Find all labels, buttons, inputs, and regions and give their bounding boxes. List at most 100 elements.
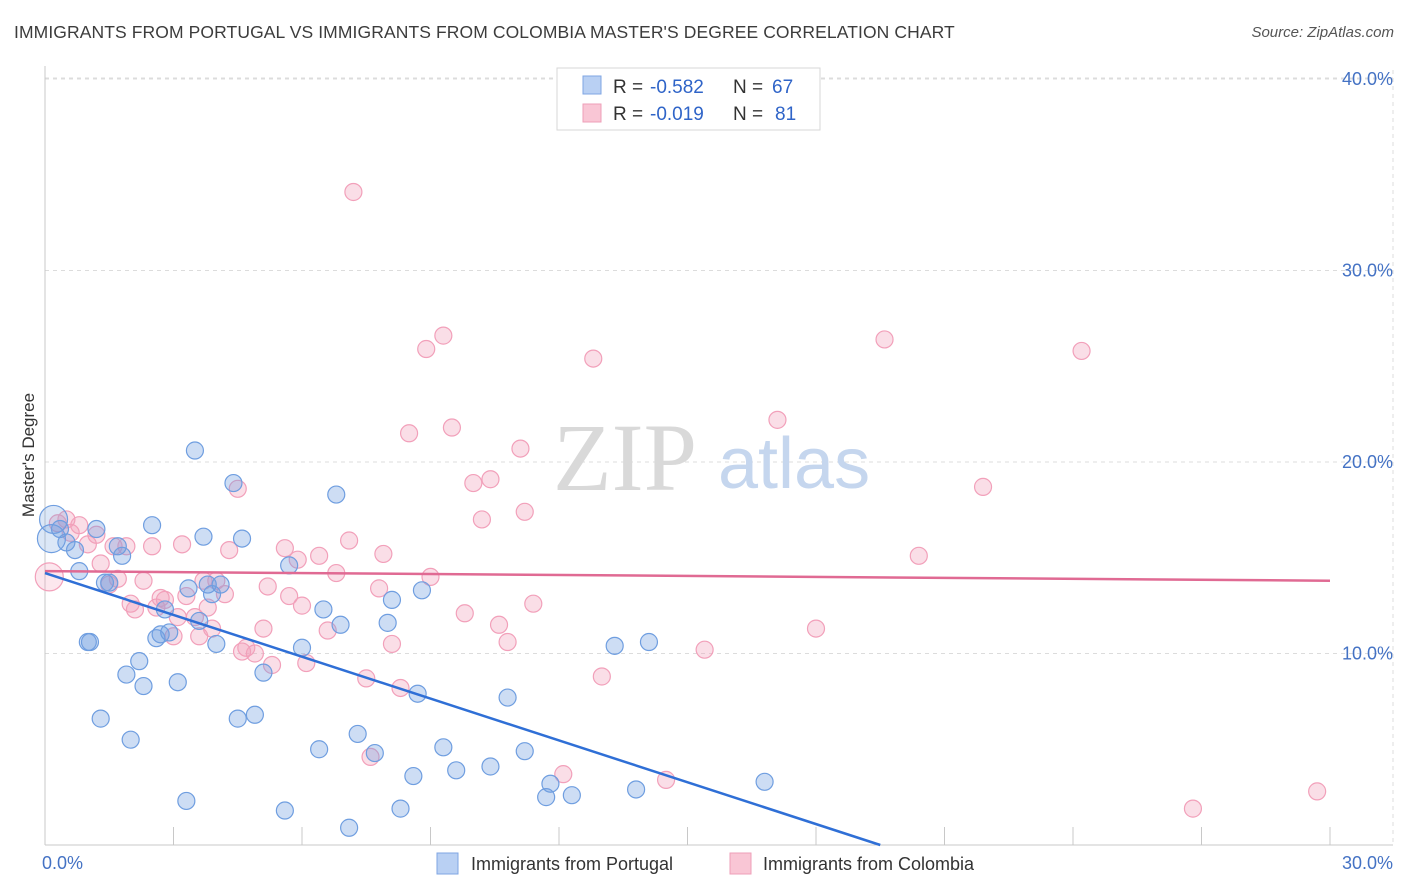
- portugal-point: [327, 485, 346, 504]
- bottom-legend-swatch-colombia: [729, 852, 752, 875]
- colombia-point: [489, 615, 509, 634]
- portugal-point: [537, 788, 556, 807]
- colombia-point: [472, 510, 491, 529]
- colombia-point: [292, 596, 312, 615]
- portugal-point: [404, 766, 423, 786]
- y-tick-label: 20.0%: [1342, 452, 1393, 472]
- series-legend: Immigrants from Portugal Immigrants from…: [436, 852, 975, 875]
- colombia-point: [280, 586, 299, 606]
- portugal-point: [65, 540, 85, 560]
- colombia-point: [421, 567, 440, 587]
- colombia-trend-line: [44, 569, 1331, 582]
- portugal-point: [168, 673, 187, 692]
- portugal-point: [447, 761, 466, 780]
- portugal-point: [95, 573, 115, 592]
- portugal-point: [38, 504, 69, 535]
- colombia-point: [1072, 341, 1091, 361]
- legend-n-portugal: 67: [772, 77, 793, 98]
- colombia-point: [275, 539, 294, 558]
- colombia-point: [142, 537, 162, 556]
- colombia-point: [254, 619, 273, 638]
- colombia-point: [399, 424, 419, 443]
- colombia-point: [515, 502, 534, 521]
- legend-r-portugal: -0.582: [650, 77, 704, 98]
- portugal-point: [228, 709, 247, 728]
- portugal-point: [254, 663, 273, 682]
- portugal-point: [160, 623, 179, 642]
- portugal-point: [87, 519, 106, 539]
- colombia-point: [370, 579, 389, 598]
- portugal-point: [232, 529, 252, 548]
- colombia-point: [592, 667, 611, 686]
- portugal-point: [108, 537, 127, 556]
- colombia-point: [87, 525, 106, 544]
- legend-swatch-colombia: [582, 103, 602, 123]
- bottom-legend-swatch-portugal: [436, 852, 459, 875]
- portugal-point: [80, 632, 100, 652]
- colombia-point: [172, 535, 192, 554]
- colombia-point: [875, 330, 894, 349]
- y-axis-title: Master's Degree: [19, 393, 38, 517]
- portugal-point: [412, 581, 432, 600]
- colombia-point: [695, 640, 714, 659]
- portugal-point: [541, 774, 560, 793]
- colombia-point: [310, 546, 329, 565]
- colombia-point: [973, 477, 993, 496]
- portugal-point: [245, 705, 264, 724]
- colombia-point: [344, 182, 363, 202]
- colombia-point: [91, 554, 110, 573]
- portugal-point: [310, 740, 329, 759]
- portugal-point: [198, 575, 217, 594]
- portugal-point: [348, 724, 367, 744]
- legend-r-label: R =: [613, 104, 643, 125]
- axes: [44, 66, 1393, 846]
- portugal-point: [639, 632, 659, 652]
- portugal-point: [434, 738, 453, 757]
- colombia-point: [481, 470, 500, 489]
- colombia-point: [134, 571, 153, 590]
- colombia-point: [155, 590, 175, 609]
- tick-labels: 10.0% 20.0% 30.0% 40.0% 0.0% 30.0%: [42, 69, 1393, 873]
- portugal-point: [755, 772, 774, 791]
- portugal-point: [207, 634, 226, 654]
- colombia-point: [524, 594, 543, 613]
- portugal-point: [314, 600, 333, 619]
- colombia-points: [34, 182, 1327, 818]
- portugal-point: [275, 801, 294, 820]
- portugal-point: [121, 730, 140, 749]
- legend-n-label: N =: [733, 104, 763, 125]
- colombia-point: [498, 632, 517, 652]
- colombia-point: [806, 619, 826, 638]
- legend-n-label: N =: [733, 77, 763, 98]
- colombia-point: [374, 544, 393, 564]
- portugal-point: [515, 742, 534, 761]
- gridlines: [45, 70, 1394, 845]
- legend-r-label: R =: [613, 77, 643, 98]
- portugal-point: [382, 590, 402, 609]
- portugal-point: [378, 613, 397, 632]
- colombia-point: [198, 598, 217, 617]
- portugal-point: [365, 743, 384, 763]
- colombia-point: [70, 516, 89, 535]
- colombia-point: [417, 339, 436, 359]
- legend-label-portugal: Immigrants from Portugal: [471, 854, 673, 874]
- portugal-point: [177, 791, 196, 811]
- portugal-point: [605, 636, 624, 655]
- portugal-trend-line: [44, 571, 881, 847]
- colombia-point: [340, 531, 359, 550]
- portugal-point: [100, 573, 119, 592]
- colombia-point: [768, 410, 787, 429]
- legend-label-colombia: Immigrants from Colombia: [763, 854, 975, 874]
- watermark: ZIP atlas: [553, 404, 870, 511]
- stats-legend: R = -0.582 N = 67 R = -0.019 N = 81: [556, 67, 821, 131]
- portugal-point: [91, 709, 110, 728]
- legend-swatch-portugal: [582, 75, 602, 95]
- portugal-point: [179, 579, 198, 598]
- legend-r-colombia: -0.019: [650, 104, 704, 125]
- portugal-point: [130, 652, 149, 671]
- colombia-point: [434, 326, 453, 345]
- colombia-point: [34, 562, 64, 592]
- portugal-point: [211, 575, 230, 594]
- colombia-point: [511, 439, 530, 458]
- watermark-zip: ZIP: [553, 404, 697, 511]
